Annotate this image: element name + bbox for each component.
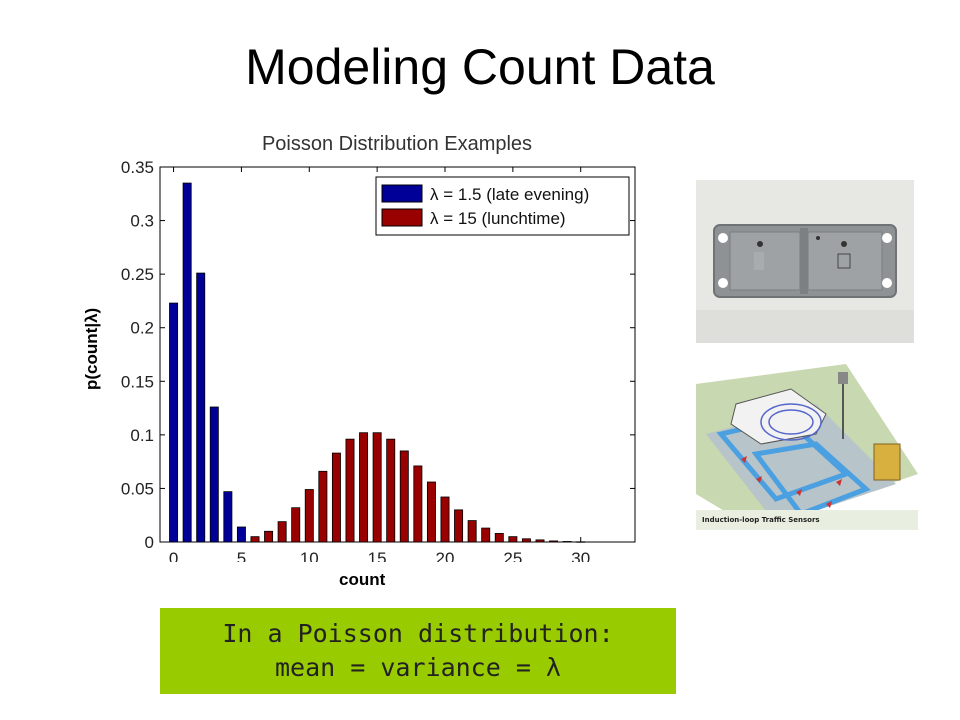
bar-series-2: [481, 527, 491, 543]
bar-series-2: [535, 539, 545, 543]
bar-series-2: [264, 530, 274, 543]
bar-series-2: [549, 540, 559, 543]
y-tick-label: 0.15: [121, 372, 154, 391]
bar-series-2: [454, 509, 464, 543]
callout-line-2: mean = variance = λ: [275, 653, 561, 682]
x-axis-label: count: [339, 570, 386, 589]
legend-label-1: λ = 1.5 (late evening): [430, 185, 589, 204]
bar-series-2: [426, 481, 436, 543]
y-tick-label: 0.2: [130, 319, 154, 338]
bar-series-2: [359, 432, 369, 543]
bar-series-2: [521, 538, 531, 543]
sensor-unit-illustration: [696, 180, 914, 343]
x-tick-label: 0: [169, 549, 178, 562]
x-tick-label: 25: [503, 549, 522, 562]
y-tick-label: 0.35: [121, 158, 154, 177]
x-tick-label: 5: [237, 549, 246, 562]
bar-series-2: [508, 536, 518, 543]
callout-line-1: In a Poisson distribution:: [222, 619, 614, 648]
bars-group: [169, 182, 586, 543]
legend: λ = 1.5 (late evening) λ = 15 (lunchtime): [375, 176, 630, 236]
x-tick-label: 20: [436, 549, 455, 562]
y-tick-label: 0.1: [130, 426, 154, 445]
bar-series-1: [236, 526, 246, 543]
y-axis-ticks: 0 0.05 0.1 0.15 0.2 0.25 0.3 0.35: [121, 158, 635, 552]
y-tick-label: 0: [145, 533, 154, 552]
poisson-chart: Poisson Distribution Examples 0 0.05 0.1 0.…: [121, 133, 636, 562]
induction-loop-illustration: Induction-loop Traffic Sensors: [696, 364, 918, 530]
bar-series-2: [576, 541, 586, 543]
slide-title: Modeling Count Data: [245, 39, 715, 95]
bar-series-2: [250, 536, 260, 543]
bar-series-2: [440, 496, 450, 543]
legend-swatch-1: [381, 184, 423, 203]
bar-series-2: [562, 541, 572, 543]
y-tick-label: 0.25: [121, 265, 154, 284]
bar-series-2: [467, 520, 477, 543]
bar-series-2: [413, 465, 423, 543]
legend-swatch-2: [381, 208, 423, 227]
bar-series-1: [209, 406, 219, 543]
bar-series-2: [277, 521, 287, 543]
x-tick-label: 30: [571, 549, 590, 562]
legend-label-2: λ = 15 (lunchtime): [430, 209, 566, 228]
induction-loop-diagram: Induction-loop Traffic Sensors: [696, 364, 918, 530]
bar-series-2: [291, 507, 301, 543]
bar-series-2: [494, 533, 504, 543]
y-axis-label: p(count|λ): [82, 307, 101, 390]
bar-series-2: [345, 438, 355, 543]
bar-series-1: [169, 302, 179, 543]
bar-series-1: [182, 182, 192, 543]
diagram-caption: Induction-loop Traffic Sensors: [702, 516, 820, 524]
bar-series-2: [318, 470, 328, 543]
bar-series-2: [399, 450, 409, 543]
bar-series-2: [331, 452, 341, 543]
sensor-unit-photo: [696, 180, 914, 343]
bar-series-2: [304, 489, 314, 543]
y-tick-label: 0.05: [121, 479, 154, 498]
x-tick-label: 10: [300, 549, 319, 562]
y-tick-label: 0.3: [130, 212, 154, 231]
chart-title: Poisson Distribution Examples: [262, 133, 532, 155]
bar-series-2: [386, 438, 396, 543]
bar-series-2: [372, 432, 382, 543]
x-tick-label: 15: [368, 549, 387, 562]
poisson-callout: In a Poisson distribution: mean = varian…: [160, 608, 676, 694]
bar-series-1: [196, 272, 206, 543]
bar-series-1: [223, 491, 233, 543]
